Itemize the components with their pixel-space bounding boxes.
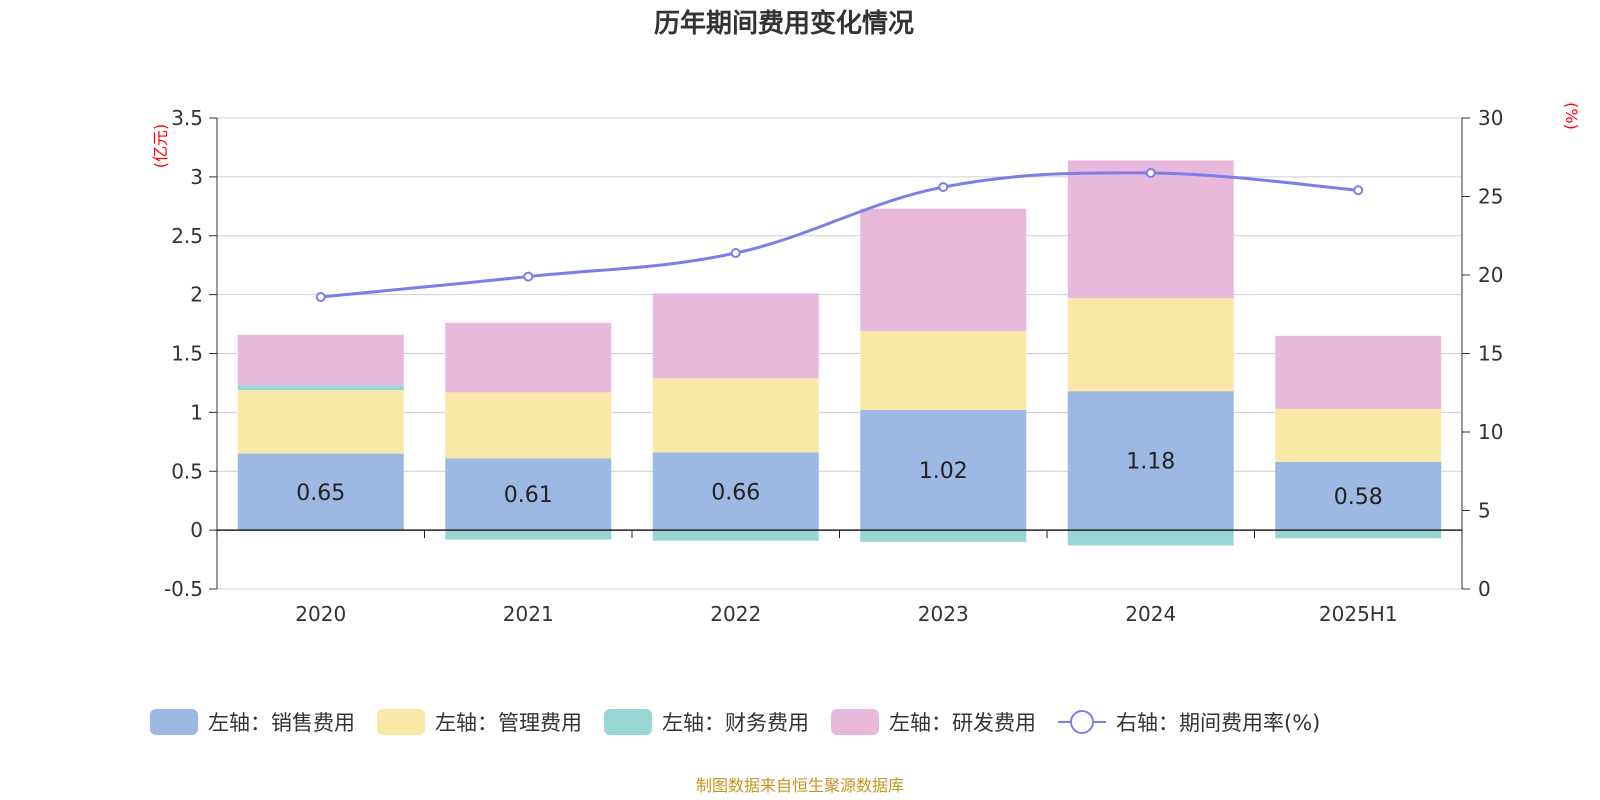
data-source-note: 制图数据来自恒生聚源数据库 [696,776,904,795]
left-axis-tick-label: 2 [190,283,203,307]
grid-lines [217,117,1462,590]
bar-segment [1067,391,1234,531]
left-axis-tick-label: 1 [190,400,203,424]
bar-segment [652,378,819,453]
expense-rate-point [315,291,326,302]
right-axis-tick-label: 0 [1478,577,1491,601]
bar-segment [1275,461,1442,531]
bar-segment [445,458,612,531]
line-series [315,167,1364,302]
bar-segment [652,452,819,531]
bar-segment [1275,335,1442,409]
bar-segment [860,331,1027,411]
bar-segment [1067,298,1234,392]
data-labels: 0.65 0.61 0.66 1.02 1.18 0.58 [296,450,1382,510]
expense-rate-point [1353,185,1364,196]
right-axis-unit: (%) [1562,102,1581,130]
left-axis-tick-label: 0 [190,518,203,542]
bar-segment [445,322,612,393]
bar-segment [860,530,1027,542]
x-axis-tick-label: 2025H1 [1319,602,1398,626]
expense-rate-point [523,271,534,282]
x-axis-tick-label: 2024 [1125,602,1176,626]
left-axis-unit: (亿元) [151,124,170,169]
bar-value-label: 1.18 [1126,450,1175,475]
legend-item: 右轴：期间费用率(%) [1058,710,1320,735]
bar-segment [237,334,404,386]
left-axis-tick-label: 1.5 [171,342,203,366]
axes: -0.5 0 0.5 1 1.5 2 2.5 3 3.5 0 5 10 15 20 25 30 2020 2021… [164,106,1503,626]
bar-segment [237,385,404,391]
bar-segment [1275,408,1442,462]
right-axis-tick-label: 30 [1478,106,1503,130]
legend-item: 左轴：管理费用 [377,709,582,735]
bar-value-label: 0.61 [504,483,553,508]
bar-value-label: 0.65 [296,481,345,506]
legend-label: 左轴：管理费用 [435,711,582,735]
right-axis-tick-label: 15 [1478,342,1503,366]
left-axis-tick-label: 3 [190,165,203,189]
right-axis-tick-label: 5 [1478,499,1491,523]
expense-rate-point [938,182,949,193]
left-axis-tick-label: -0.5 [164,577,203,601]
right-axis-tick-label: 20 [1478,263,1503,287]
legend-label: 左轴：财务费用 [662,711,809,735]
bar-segment [860,410,1027,531]
bar-segment [1067,160,1234,299]
bar-series [237,160,1442,546]
x-axis-tick-label: 2023 [918,602,969,626]
right-axis-tick-label: 10 [1478,420,1503,444]
legend-label: 右轴：期间费用率(%) [1116,711,1320,735]
expense-rate-point [730,248,741,259]
bar-segment [860,208,1027,332]
bar-segment [1275,530,1442,539]
expense-rate-line [320,171,1359,299]
bar-value-label: 1.02 [919,459,968,484]
legend-swatch [831,709,879,735]
bar-segment [445,530,612,540]
bar-segment [445,392,612,459]
left-axis-tick-label: 0.5 [171,459,203,483]
legend-swatch [604,709,652,735]
bar-segment [1067,530,1234,546]
x-axis-tick-label: 2022 [710,602,761,626]
legend-label: 左轴：研发费用 [889,711,1036,735]
left-axis-tick-label: 3.5 [171,106,203,130]
x-axis-tick-label: 2021 [503,602,554,626]
bar-value-label: 0.66 [711,480,760,505]
legend-item: 左轴：财务费用 [604,709,809,735]
expense-rate-point [1145,167,1156,178]
legend-item: 左轴：销售费用 [150,709,355,735]
bar-segment [237,453,404,531]
bar-segment [237,390,404,454]
legend: 左轴：销售费用 左轴：管理费用 左轴：财务费用 左轴：研发费用 右轴：期间费用率(%) [150,709,1320,735]
bar-segment [652,530,819,541]
legend-swatch [377,709,425,735]
legend-marker [1070,710,1094,734]
legend-item: 左轴：研发费用 [831,709,1036,735]
chart-title: 历年期间费用变化情况 [654,8,914,39]
legend-swatch [150,709,198,735]
bar-segment [652,293,819,379]
right-axis-tick-label: 25 [1478,185,1503,209]
legend-label: 左轴：销售费用 [208,711,355,735]
x-axis-tick-label: 2020 [295,602,346,626]
bar-value-label: 0.58 [1334,485,1383,510]
left-axis-tick-label: 2.5 [171,224,203,248]
